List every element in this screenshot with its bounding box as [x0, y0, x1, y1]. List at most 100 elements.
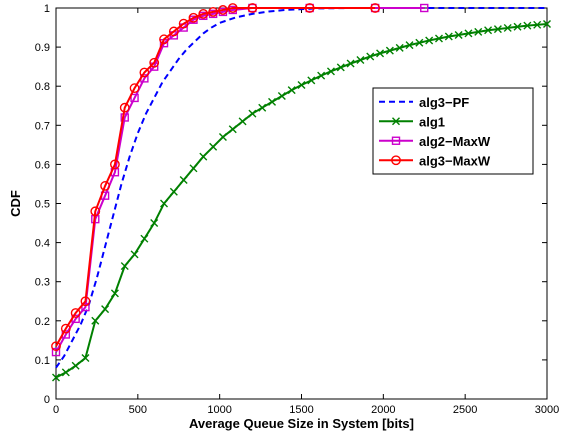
data-point [370, 3, 381, 13]
data-point [60, 323, 71, 334]
data-point-stroke [110, 289, 119, 298]
data-point [119, 102, 130, 113]
data-point [129, 83, 140, 94]
data-point [415, 38, 424, 47]
data-point [366, 52, 375, 61]
data-point-stroke [493, 25, 502, 34]
data-point-stroke [52, 373, 60, 382]
data-point-stroke [425, 36, 434, 45]
x-tick-label: 3000 [535, 404, 559, 416]
data-point-stroke [258, 103, 267, 112]
data-point-stroke [503, 23, 512, 32]
data-point-stroke [356, 56, 365, 64]
legend-label: alg3−PF [419, 95, 469, 110]
data-point [130, 250, 139, 259]
y-tick-label: 0.7 [35, 120, 50, 132]
x-tick-label: 1000 [207, 404, 231, 416]
data-point [484, 26, 493, 35]
data-point [247, 3, 258, 13]
data-point [130, 93, 139, 103]
data-point-stroke [405, 41, 414, 50]
x-tick-label: 2000 [371, 404, 395, 416]
data-point [385, 46, 394, 55]
legend-item: alg3−PF [379, 95, 469, 110]
data-point [405, 41, 414, 50]
data-point-stroke [307, 76, 316, 85]
data-point [523, 21, 532, 30]
data-point [199, 152, 208, 161]
legend-marker-stroke [392, 117, 400, 126]
data-point [425, 36, 434, 45]
data-point [52, 373, 60, 382]
data-point-stroke [385, 46, 394, 55]
legend-marker [392, 117, 400, 126]
data-point [178, 18, 189, 29]
data-point [420, 3, 429, 13]
data-point [268, 97, 277, 106]
x-axis-label: Average Queue Size in System [bits] [189, 416, 414, 431]
x-tick-label: 1500 [289, 404, 313, 416]
data-point-stroke [513, 22, 522, 31]
data-point-stroke [336, 63, 345, 72]
data-point [80, 296, 91, 307]
data-point [464, 29, 473, 38]
legend-marker [391, 155, 401, 166]
data-point-stroke [543, 20, 551, 29]
data-point [326, 67, 335, 76]
data-point [218, 133, 227, 142]
data-point [91, 316, 100, 325]
data-point-stroke [61, 368, 70, 377]
data-point-stroke [395, 43, 404, 52]
data-point-stroke [130, 250, 139, 259]
data-point [444, 32, 453, 41]
data-point-stroke [238, 117, 247, 126]
data-point [258, 103, 267, 112]
data-point [188, 12, 199, 23]
data-point-stroke [248, 109, 257, 118]
data-point-stroke [81, 353, 90, 362]
data-point-stroke [326, 67, 335, 76]
data-point [100, 181, 111, 191]
data-point-stroke [484, 26, 493, 35]
data-point-stroke [160, 199, 169, 208]
data-point-stroke [464, 29, 473, 38]
data-point [434, 34, 443, 43]
data-point-stroke [209, 142, 218, 151]
legend-marker [391, 136, 401, 145]
data-point [503, 23, 512, 32]
data-point-stroke [317, 71, 326, 80]
data-point [228, 125, 237, 134]
data-point [376, 49, 385, 58]
series-1 [52, 20, 551, 382]
data-point [277, 91, 286, 100]
data-point-stroke [474, 27, 483, 36]
data-point [395, 43, 404, 52]
data-point [346, 59, 355, 68]
data-point-stroke [71, 361, 80, 370]
data-point-stroke [120, 262, 129, 271]
data-point [120, 262, 129, 271]
data-point [51, 341, 61, 352]
data-point [248, 109, 257, 118]
data-point-stroke [169, 187, 178, 196]
data-point-stroke [376, 49, 385, 58]
x-tick-label: 500 [129, 404, 147, 416]
data-point [238, 117, 247, 126]
data-point [90, 206, 101, 217]
data-point [169, 187, 178, 196]
data-point-stroke [434, 34, 443, 43]
y-tick-label: 0.2 [35, 316, 50, 328]
legend-item: alg3−MaxW [379, 153, 491, 168]
data-point-stroke [101, 305, 110, 314]
data-point-stroke [189, 164, 198, 173]
data-point [139, 67, 150, 78]
data-point [110, 159, 120, 170]
data-point [198, 8, 209, 19]
data-point-stroke [150, 219, 159, 228]
data-point [209, 142, 218, 151]
data-point-stroke [268, 97, 277, 106]
data-point [227, 3, 238, 13]
data-point [160, 199, 169, 208]
data-point [70, 308, 81, 318]
